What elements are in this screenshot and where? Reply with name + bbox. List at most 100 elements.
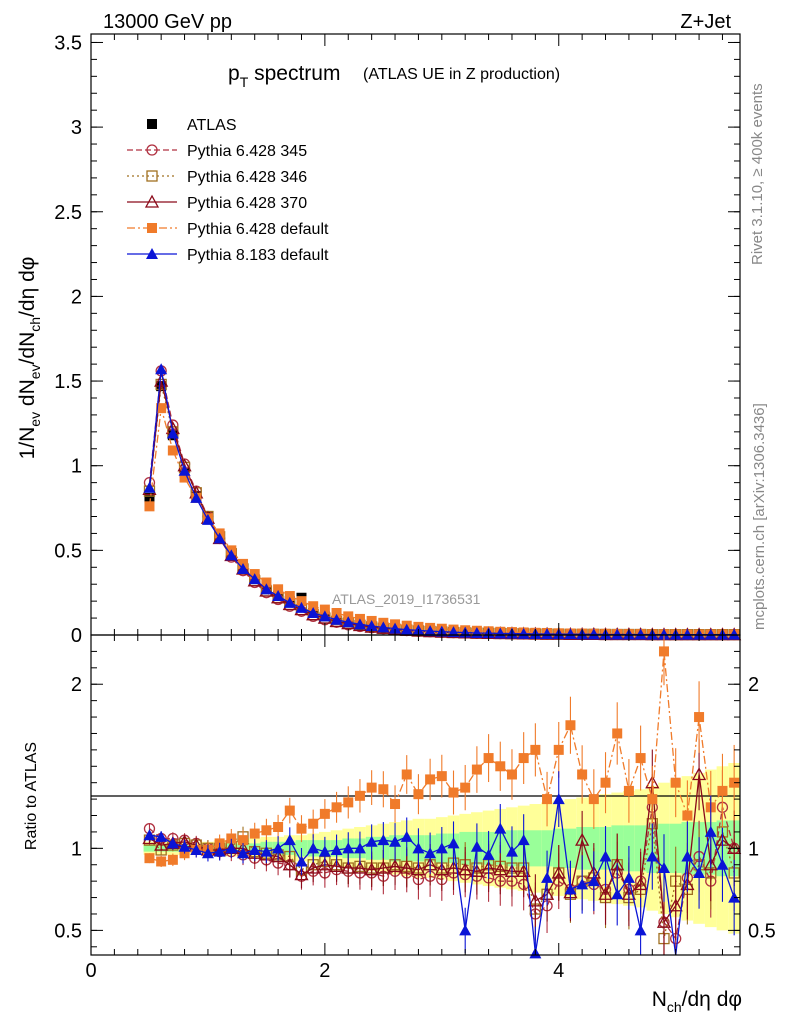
x-axis-label: Nch/dη dφ [652, 988, 742, 1015]
ratio-axes: 0.5 0.5 1 1 2 2 0 2 4 [54, 635, 776, 982]
data-point [330, 613, 343, 625]
y-tick-label: 2.5 [54, 202, 82, 224]
data-point [541, 627, 554, 639]
data-point [226, 833, 237, 844]
data-point [551, 865, 566, 879]
data-point [154, 373, 169, 387]
legend-item: Pythia 6.428 default [127, 221, 329, 238]
data-point [470, 840, 483, 852]
data-point [272, 590, 285, 602]
y-tick-label: 2 [71, 286, 82, 308]
x-tick-label: 2 [319, 960, 330, 982]
data-point [248, 843, 261, 855]
data-point [154, 837, 169, 851]
data-point [657, 862, 670, 874]
ratio-y-tick-label: 2 [71, 674, 82, 696]
data-point [599, 850, 612, 862]
data-point [424, 847, 437, 859]
legend-marker [146, 170, 158, 182]
data-point [399, 860, 414, 874]
data-point [448, 787, 459, 798]
data-point [577, 769, 588, 780]
data-point [588, 794, 599, 805]
ratio-ylabel: Ratio to ATLAS [23, 742, 40, 850]
data-point [622, 871, 635, 883]
legend-label: ATLAS [187, 117, 237, 134]
data-point [284, 591, 295, 602]
data-point [565, 720, 576, 731]
data-point [635, 753, 646, 764]
data-point [401, 769, 412, 780]
data-point [668, 898, 683, 912]
series-line [149, 823, 735, 939]
data-point [273, 822, 284, 832]
data-point [670, 777, 681, 788]
stat-uncertainty-band [529, 830, 542, 867]
data-point [260, 845, 273, 857]
data-point [307, 606, 320, 618]
data-point [365, 620, 378, 632]
legend-item: ATLAS [147, 117, 237, 134]
data-point [201, 513, 214, 525]
data-point [295, 855, 308, 867]
data-point [296, 596, 307, 607]
data-point [156, 856, 167, 867]
data-point [728, 628, 741, 640]
legend-label: Pythia 6.428 default [187, 221, 329, 238]
data-point [167, 854, 178, 865]
data-point [190, 491, 203, 503]
data-point [412, 842, 425, 854]
data-point [378, 784, 389, 795]
x-tick-label: 4 [553, 960, 564, 982]
data-point [681, 850, 694, 862]
stat-uncertainty-band [564, 828, 577, 869]
data-point [225, 549, 238, 561]
data-point [282, 857, 297, 871]
data-point [249, 828, 260, 839]
data-point [238, 835, 249, 846]
y-tick-label: 3 [71, 117, 82, 139]
legend-label: Pythia 6.428 346 [187, 169, 307, 186]
data-point [552, 793, 565, 805]
legend-marker [146, 248, 158, 259]
data-point [365, 835, 378, 847]
data-point [308, 818, 319, 829]
ratio-y-tick-label: 1 [71, 838, 82, 860]
data-point [447, 837, 460, 849]
stat-uncertainty-band [541, 830, 553, 867]
data-point [284, 805, 295, 816]
data-point [317, 857, 332, 871]
data-point [190, 843, 203, 855]
data-point [178, 464, 191, 476]
data-point [517, 627, 530, 639]
data-point [425, 774, 436, 785]
data-point [494, 627, 507, 639]
data-point [166, 837, 179, 849]
rivet-label: Rivet 3.1.10, ≥ 400k events [749, 83, 766, 265]
data-point [436, 771, 447, 782]
data-point [541, 871, 554, 883]
data-point [434, 862, 449, 876]
data-point [471, 764, 482, 775]
data-point [517, 834, 530, 846]
data-point [353, 842, 366, 854]
data-point [646, 850, 659, 862]
data-point [518, 753, 529, 764]
data-point [283, 596, 296, 608]
data-point [272, 842, 285, 854]
data-point [694, 712, 705, 723]
data-point [656, 914, 672, 928]
data-point [482, 848, 495, 860]
data-point [493, 862, 508, 876]
data-point [144, 492, 155, 503]
data-point [377, 834, 390, 846]
data-point [319, 808, 330, 819]
data-point [460, 782, 471, 793]
data-point [483, 753, 494, 764]
data-point [319, 604, 330, 615]
plot-title: pT spectrum [228, 62, 340, 90]
data-point [343, 797, 354, 808]
data-point [156, 403, 167, 414]
data-point [634, 924, 647, 936]
